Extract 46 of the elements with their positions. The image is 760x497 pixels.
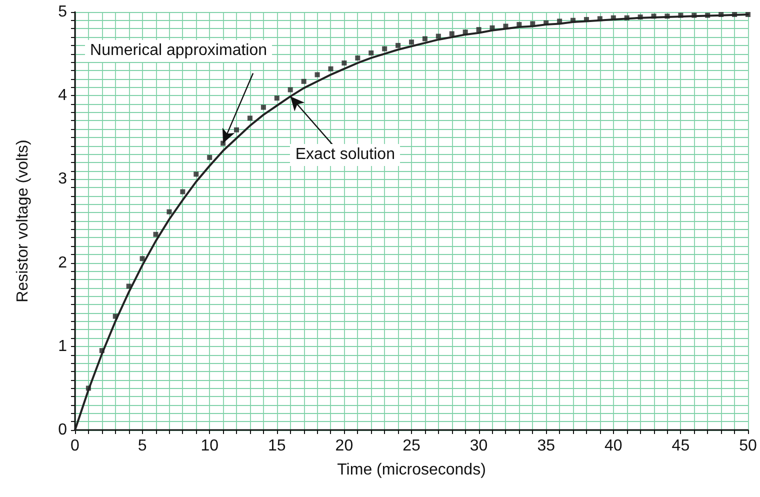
y-tick-label: 3 <box>58 170 68 188</box>
x-tick-label: 30 <box>470 438 488 454</box>
point <box>301 78 306 84</box>
x-tick-label: 20 <box>335 438 354 454</box>
y-axis-title: Resistor voltage (volts) <box>14 140 32 302</box>
point <box>260 104 266 110</box>
annotation: Exact solution <box>290 144 400 166</box>
x-tick-label: 45 <box>672 438 690 454</box>
point <box>476 27 482 32</box>
point <box>449 31 454 36</box>
point <box>274 96 280 101</box>
point <box>422 36 428 42</box>
point <box>328 66 334 72</box>
point <box>207 154 212 160</box>
y-tick-label: 2 <box>58 254 68 272</box>
point <box>355 55 360 60</box>
point <box>180 189 186 194</box>
x-tick-label: 50 <box>739 438 757 454</box>
y-tick-label: 5 <box>58 4 68 20</box>
y-tick-label: 4 <box>58 87 68 104</box>
point <box>234 127 240 132</box>
point <box>140 256 145 262</box>
point <box>382 46 388 52</box>
line-series <box>74 14 749 431</box>
point <box>409 40 414 45</box>
x-tick-label: 10 <box>200 438 219 454</box>
point <box>166 209 172 214</box>
x-tick-label: 35 <box>537 438 556 454</box>
x-tick-label: 0 <box>70 438 80 454</box>
point <box>314 72 320 78</box>
x-axis-title: Time (microseconds) <box>337 462 486 478</box>
annotation: Numerical approximation <box>85 40 272 62</box>
point <box>342 60 347 66</box>
point <box>288 87 293 92</box>
x-tick-label: 40 <box>604 438 622 454</box>
x-tick-label: 15 <box>268 438 286 454</box>
x-tick-label: 25 <box>402 438 420 454</box>
point <box>436 34 441 39</box>
x-tick-label: 5 <box>138 438 147 454</box>
point <box>153 232 158 237</box>
y-tick-label: 1 <box>58 338 68 355</box>
point <box>247 116 252 121</box>
y-tick-label: 0 <box>58 422 68 438</box>
point <box>396 42 401 48</box>
point <box>194 172 199 177</box>
point <box>368 50 374 56</box>
